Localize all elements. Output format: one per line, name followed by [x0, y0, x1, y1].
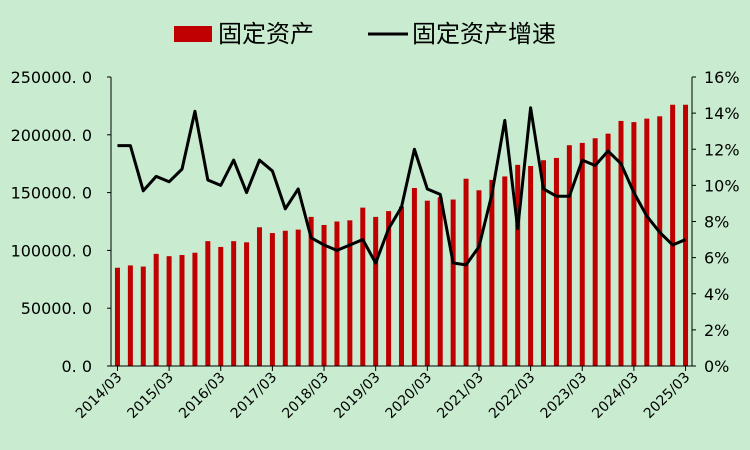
bar: [489, 179, 495, 366]
right-tick-label: 8%: [704, 213, 729, 232]
right-tick-label: 14%: [704, 104, 740, 123]
bar: [192, 252, 198, 366]
bar: [502, 176, 508, 366]
bar: [541, 160, 547, 366]
bar: [218, 246, 224, 366]
right-axis-tick-labels: 0% 2% 4% 6% 8% 10% 12% 14% 16%: [704, 68, 740, 376]
left-tick-label: 100000. 0: [11, 241, 92, 260]
bar: [373, 216, 379, 366]
bar: [127, 265, 133, 366]
bar: [411, 187, 417, 366]
bar: [450, 199, 456, 366]
bar: [347, 220, 353, 366]
bar: [295, 229, 301, 366]
bar: [153, 253, 159, 366]
bar: [321, 224, 327, 366]
bar: [528, 166, 534, 366]
bar-series: [114, 104, 689, 367]
left-tick-label: 50000. 0: [21, 299, 92, 318]
bar: [179, 255, 185, 366]
growth-line: [117, 106, 687, 267]
bar: [437, 197, 443, 366]
bar: [657, 116, 663, 366]
bar: [644, 118, 650, 367]
bar: [269, 233, 275, 366]
bar: [360, 207, 366, 366]
axes: [107, 76, 696, 371]
bar: [631, 122, 637, 366]
bar: [308, 216, 314, 366]
legend-label-growth: 固定资产增速: [412, 20, 556, 48]
bar: [166, 256, 172, 366]
legend: 固定资产 固定资产增速: [174, 20, 556, 48]
bar: [256, 227, 262, 366]
bar: [231, 241, 237, 366]
bar: [553, 157, 559, 366]
bar: [683, 104, 689, 367]
bar: [670, 104, 676, 367]
bar: [605, 133, 611, 366]
bar: [424, 200, 430, 366]
right-tick-label: 16%: [704, 68, 740, 87]
left-tick-label: 0. 0: [61, 357, 92, 376]
left-tick-label: 250000. 0: [11, 68, 92, 87]
bar: [140, 266, 146, 366]
bar: [114, 267, 120, 366]
legend-swatch-fixed-assets: [174, 26, 212, 42]
right-tick-label: 2%: [704, 321, 729, 340]
bar: [386, 211, 392, 366]
bar: [463, 178, 469, 366]
bar: [566, 145, 572, 366]
bar: [618, 120, 624, 367]
bar: [579, 142, 585, 366]
right-tick-label: 0%: [704, 357, 729, 376]
right-tick-label: 4%: [704, 285, 729, 304]
left-tick-label: 200000. 0: [11, 126, 92, 145]
bar: [205, 241, 211, 366]
bar: [334, 221, 340, 366]
bar: [282, 230, 288, 366]
left-tick-label: 150000. 0: [11, 184, 92, 203]
right-tick-label: 12%: [704, 140, 740, 159]
bar: [515, 164, 521, 366]
bar: [476, 190, 482, 366]
bar: [399, 206, 404, 366]
legend-label-fixed-assets: 固定资产: [218, 20, 314, 48]
bar: [592, 138, 598, 366]
left-axis-tick-labels: 0. 0 50000. 0 100000. 0 150000. 0 200000. 0 2…: [11, 68, 92, 376]
right-tick-label: 6%: [704, 249, 729, 268]
right-tick-label: 10%: [704, 176, 740, 195]
bar: [244, 242, 250, 366]
